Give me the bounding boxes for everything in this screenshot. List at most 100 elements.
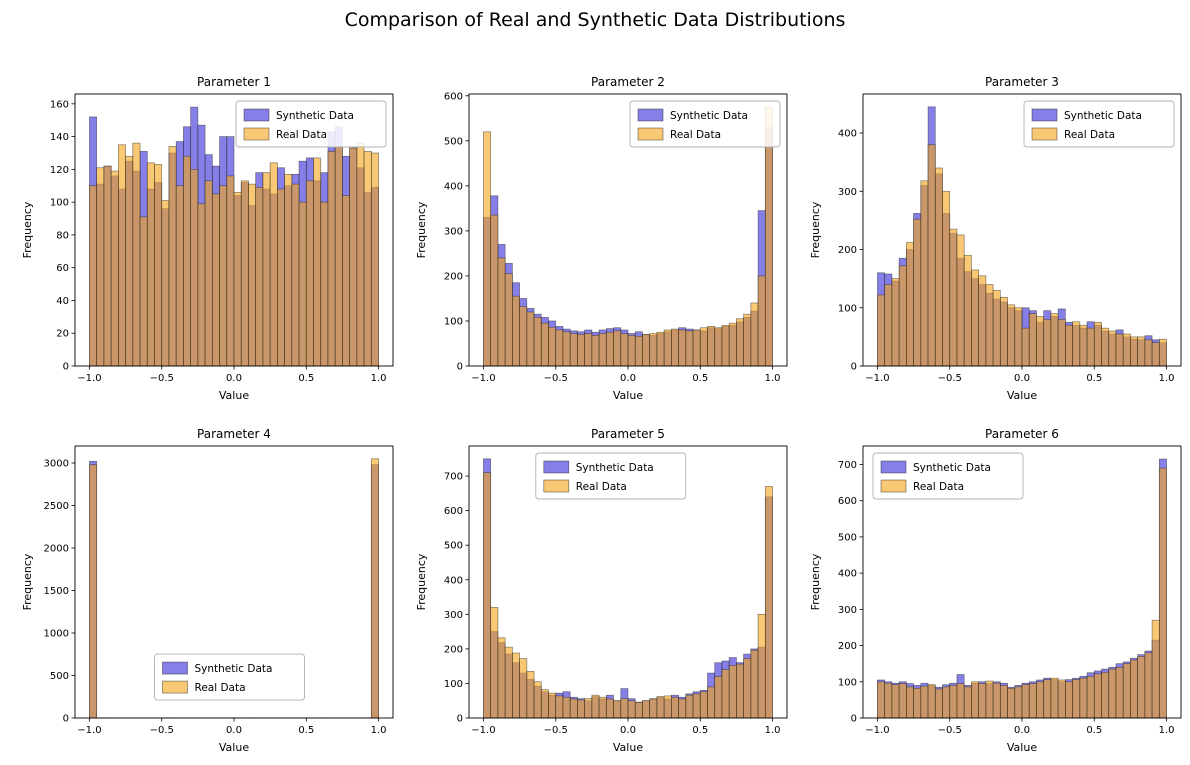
hist-bar-real: [598, 333, 607, 367]
hist-bar-real: [663, 695, 672, 719]
hist-bar-real: [320, 201, 329, 367]
hist-bar-real: [1007, 304, 1016, 367]
hist-bar-real: [891, 278, 900, 367]
y-tick-label: 100: [50, 198, 69, 209]
subplot-parameter-3: −1.0 −0.5 0.0 0.5 1.0 0 100 200 300 400 Parameter …: [806, 68, 1186, 413]
hist-bar-real: [1130, 336, 1138, 367]
hist-bar-real: [1021, 684, 1030, 719]
hist-bar-real: [342, 195, 350, 367]
hist-bar-real: [971, 681, 979, 719]
legend-box: [535, 452, 687, 500]
y-tick-label: 300: [444, 610, 463, 621]
hist-bar-real: [956, 234, 965, 367]
hist-bar-real: [562, 331, 571, 367]
hist-bar-real: [1086, 675, 1095, 719]
hist-bar-real: [370, 458, 379, 719]
legend-label-real: Real Data: [576, 481, 627, 493]
hist-bar-real: [526, 670, 535, 719]
hist-bar-real: [714, 676, 723, 719]
hist-bar-real: [736, 663, 744, 719]
hist-bar-real: [1115, 333, 1124, 367]
hist-bar-real: [370, 152, 379, 367]
y-tick-label: 0: [457, 362, 463, 373]
x-axis-label: Value: [613, 741, 643, 754]
hist-bar-real: [512, 295, 520, 367]
hist-bar-real: [963, 254, 972, 367]
hist-bar-real: [584, 333, 593, 367]
x-tick-label: −0.5: [938, 725, 962, 736]
hist-bar-real: [1036, 681, 1045, 719]
hist-bar-real: [1093, 321, 1102, 367]
legend: Synthetic Data Real Data: [535, 452, 687, 500]
x-tick-label: −0.5: [150, 725, 174, 736]
hist-bar-real: [999, 296, 1008, 367]
y-axis-label: Frequency: [415, 201, 428, 258]
hist-bar-real: [934, 688, 943, 719]
hist-bar-real: [1065, 681, 1073, 719]
hist-bar-real: [663, 329, 672, 367]
x-tick-label: −1.0: [865, 373, 889, 384]
hist-bar-real: [934, 167, 943, 367]
legend-swatch-real: [543, 479, 570, 493]
hist-bar-real: [1050, 313, 1059, 367]
hist-bar-real: [685, 694, 694, 719]
hist-bar-real: [349, 147, 358, 367]
hist-bar-real: [1137, 336, 1146, 367]
hist-bar-real: [906, 686, 914, 719]
hist-bar-real: [190, 169, 199, 367]
y-tick-label: 300: [838, 187, 857, 198]
legend-swatch-synthetic: [880, 460, 907, 474]
hist-bar-real: [978, 683, 987, 719]
subplot-parameter-5: −1.0 −0.5 0.0 0.5 1.0 0 100 200 300 400 500 600 700 P…: [412, 420, 792, 765]
hist-bar-real: [584, 698, 593, 719]
hist-bar-real: [721, 669, 730, 719]
hist-bar-real: [118, 144, 126, 367]
legend-swatch-real: [162, 680, 188, 694]
x-axis-label: Value: [1007, 741, 1037, 754]
legend: Synthetic Data Real Data: [629, 100, 781, 148]
hist-bar-real: [1050, 677, 1059, 719]
x-tick-label: 0.0: [1014, 373, 1030, 384]
hist-bar-real: [992, 289, 1001, 367]
hist-bar-real: [363, 150, 372, 367]
y-tick-label: 600: [838, 496, 857, 507]
hist-bar-real: [898, 265, 907, 367]
hist-bar-real: [1072, 679, 1081, 719]
hist-bar-real: [1007, 687, 1016, 719]
hist-bar-real: [1021, 327, 1030, 367]
subplot-title: Parameter 2: [591, 75, 665, 89]
hist-bar-real: [949, 228, 958, 367]
y-tick-label: 500: [838, 532, 857, 543]
x-axis-label: Value: [219, 389, 249, 402]
hist-bar-real: [548, 326, 557, 367]
hist-bar-real: [1144, 652, 1153, 719]
legend-label-real: Real Data: [1064, 129, 1115, 141]
x-tick-label: −1.0: [77, 725, 101, 736]
hist-bar-real: [750, 302, 759, 367]
hist-bar-real: [884, 682, 893, 719]
hist-bar-real: [591, 335, 600, 367]
hist-bar-real: [750, 649, 759, 719]
legend-label-synthetic: Synthetic Data: [1064, 110, 1142, 122]
legend-box: [235, 100, 387, 148]
hist-bar-real: [699, 691, 708, 719]
hist-bar-real: [483, 472, 492, 719]
hist-bar-real: [963, 686, 972, 719]
hist-bar-real: [1108, 668, 1117, 719]
hist-bar-real: [728, 665, 737, 719]
x-tick-label: 0.5: [298, 725, 314, 736]
y-tick-label: 500: [50, 671, 69, 682]
x-tick-label: −0.5: [938, 373, 962, 384]
hist-bar-real: [764, 486, 773, 719]
hist-bar-real: [139, 216, 148, 367]
hist-bar-real: [942, 190, 951, 367]
legend-box: [629, 100, 781, 148]
x-tick-label: −1.0: [471, 725, 495, 736]
hist-bar-real: [277, 188, 285, 367]
y-tick-label: 20: [56, 329, 69, 340]
y-tick-label: 100: [444, 679, 463, 690]
legend-swatch-synthetic: [637, 108, 664, 122]
y-tick-label: 200: [444, 644, 463, 655]
hist-bar-real: [1043, 319, 1052, 367]
